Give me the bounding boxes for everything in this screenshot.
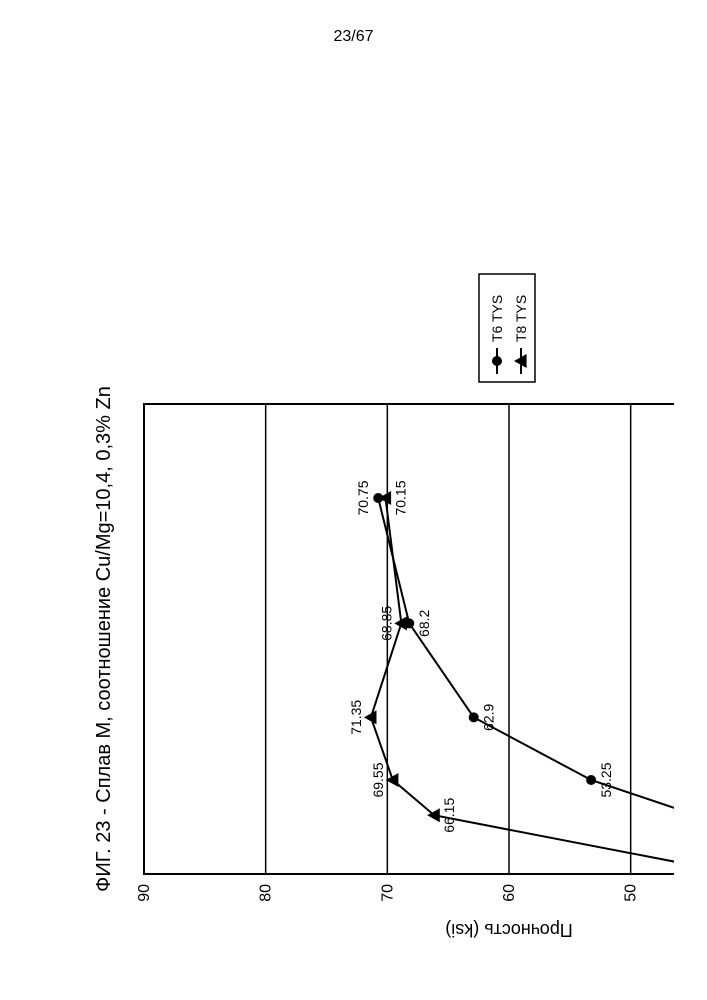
svg-text:68.2: 68.2 (416, 609, 432, 636)
svg-text:68.85: 68.85 (378, 606, 394, 641)
svg-text:80: 80 (258, 884, 275, 902)
svg-text:Прочность (ksi): Прочность (ksi) (445, 920, 573, 940)
svg-text:ФИГ. 23 - Сплав M, соотношение: ФИГ. 23 - Сплав M, соотношение Cu/Mg=10,… (93, 386, 115, 892)
svg-text:90: 90 (136, 884, 153, 902)
svg-text:69.55: 69.55 (370, 762, 386, 797)
svg-text:62.9: 62.9 (481, 703, 497, 730)
svg-text:53.25: 53.25 (598, 762, 614, 797)
svg-text:66.15: 66.15 (441, 798, 457, 833)
svg-text:70: 70 (379, 884, 396, 902)
svg-text:70.75: 70.75 (355, 480, 371, 515)
page-number: 23/67 (0, 28, 707, 46)
svg-text:70.15: 70.15 (393, 480, 409, 515)
svg-text:T8 TYS: T8 TYS (513, 295, 529, 342)
svg-text:60: 60 (501, 884, 518, 902)
chart: 30405060708090020406080100120Длительност… (34, 60, 674, 960)
svg-text:T6 TYS: T6 TYS (489, 295, 505, 342)
svg-text:71.35: 71.35 (348, 700, 364, 735)
svg-text:50: 50 (623, 884, 640, 902)
